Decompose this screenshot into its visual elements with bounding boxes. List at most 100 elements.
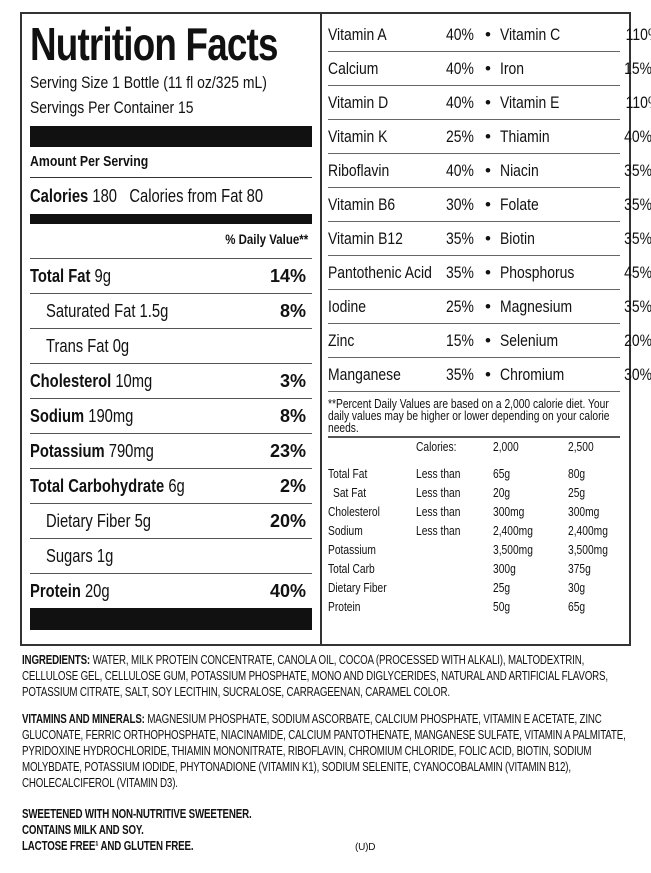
- dv-table-cell: 2,400mg: [493, 524, 533, 538]
- nutrient-name: Potassium: [30, 441, 105, 461]
- nutrient-amount: 10mg: [115, 371, 153, 391]
- nutrient-name: Total Fat: [30, 266, 91, 286]
- nutrition-title: Nutrition Facts: [30, 18, 278, 70]
- dv-table-cell: 50g: [493, 600, 511, 614]
- nutrient-percent: 8%: [279, 301, 306, 321]
- nutrient-name: Sodium: [30, 406, 85, 426]
- vitamin-row: Manganese 35% • Chromium 30%: [328, 358, 651, 392]
- nutrient-name: Trans Fat: [46, 336, 109, 356]
- vitamin-name: Riboflavin: [328, 161, 390, 180]
- dv-table-cell: 30g: [568, 581, 586, 595]
- vitamin-percent: 35%: [446, 229, 474, 248]
- vitamin-name: Vitamin C: [500, 25, 561, 44]
- thick-bar: [30, 608, 312, 630]
- divider: [30, 177, 312, 178]
- bullet-icon: •: [485, 161, 491, 180]
- dv-table-cell: Less than: [416, 505, 461, 519]
- vitamin-row: Calcium 40% • Iron 15%: [328, 52, 651, 86]
- nutrient-name: Sugars: [46, 546, 93, 566]
- nutrient-row: Total Carbohydrate 6g 2%: [30, 468, 312, 503]
- nutrient-name: Saturated Fat: [46, 301, 136, 321]
- dv-table-cell: 25g: [568, 486, 586, 500]
- nutrient-row: Saturated Fat 1.5g 8%: [30, 293, 312, 328]
- thick-bar: [30, 126, 312, 147]
- vitamin-row: Pantothenic Acid 35% • Phosphorus 45%: [328, 256, 651, 290]
- nutrient-amount: 0g: [112, 336, 130, 356]
- vitamin-name: Magnesium: [500, 297, 573, 316]
- nutrient-name: Total Carbohydrate: [30, 476, 165, 496]
- vitamin-percent: 40%: [446, 59, 474, 78]
- nutrient-percent: 20%: [269, 511, 306, 531]
- dv-table-cell: Less than: [416, 486, 461, 500]
- calories-row: Calories 180 Calories from Fat 80: [30, 186, 264, 206]
- nutrient-amount: 1.5g: [139, 301, 169, 321]
- nutrient-amount: 5g: [134, 511, 152, 531]
- vitamin-row: Vitamin B12 35% • Biotin 35%: [328, 222, 651, 256]
- nutrient-percent: 2%: [279, 476, 306, 496]
- vitamin-name: Vitamin K: [328, 127, 388, 146]
- nutrient-amount: 20g: [84, 581, 110, 601]
- dv-table-cell: 25g: [493, 581, 511, 595]
- vitamin-name: Manganese: [328, 365, 401, 384]
- serving-size: Serving Size 1 Bottle (11 fl oz/325 mL): [30, 73, 267, 92]
- dv-table-row: Potassium 3,500mg 3,500mg: [328, 541, 620, 560]
- vitamin-row: Vitamin B6 30% • Folate 35%: [328, 188, 651, 222]
- vitamin-name: Vitamin B6: [328, 195, 396, 214]
- nutrient-amount: 1g: [96, 546, 114, 566]
- nutrient-name: Protein: [30, 581, 81, 601]
- servings-per-container: Servings Per Container 15: [30, 98, 194, 117]
- vitamin-row: Iodine 25% • Magnesium 35%: [328, 290, 651, 324]
- vitamin-percent: 25%: [446, 127, 474, 146]
- vitamin-row: Vitamin K 25% • Thiamin 40%: [328, 120, 651, 154]
- dv-table-row: Total Fat Less than 65g 80g: [328, 465, 620, 484]
- nutrient-row: Cholesterol 10mg 3%: [30, 363, 312, 398]
- dv-table-cell: 65g: [493, 467, 511, 481]
- vitamin-name: Calcium: [328, 59, 379, 78]
- vitamin-percent: 35%: [446, 365, 474, 384]
- dv-table-cell: 300g: [493, 562, 516, 576]
- bullet-icon: •: [485, 229, 491, 248]
- dv-table-cell: Total Carb: [328, 562, 375, 576]
- dv-table-cell: Sat Fat: [333, 486, 367, 500]
- nutrient-amount: 190mg: [88, 406, 134, 426]
- vitamin-name: Phosphorus: [500, 263, 575, 282]
- vitamin-percent: 25%: [446, 297, 474, 316]
- vitamin-name: Iron: [500, 59, 525, 78]
- daily-value-footnote: **Percent Daily Values are based on a 2,…: [328, 392, 620, 438]
- vitamin-name: Folate: [500, 195, 539, 214]
- bullet-icon: •: [485, 297, 491, 316]
- ingredients: INGREDIENTS: WATER, MILK PROTEIN CONCENT…: [22, 653, 608, 699]
- vitamin-percent: 15%: [446, 331, 474, 350]
- nutrient-amount: 6g: [168, 476, 185, 496]
- bullet-icon: •: [485, 59, 491, 78]
- nutrient-percent: 40%: [269, 581, 306, 601]
- dv-table-header: Calories: 2,000 2,500: [328, 438, 620, 457]
- vitamin-name: Zinc: [328, 331, 355, 350]
- vitamin-name: Vitamin D: [328, 93, 389, 112]
- nutrient-list: Total Fat 9g 14% Saturated Fat 1.5g 8% Trans…: [30, 258, 312, 608]
- bullet-icon: •: [485, 331, 491, 350]
- dv-table-cell: 20g: [493, 486, 511, 500]
- dv-table-cell: Calories:: [416, 440, 457, 454]
- nutrient-percent: 3%: [279, 371, 306, 391]
- nutrient-row: Sugars 1g: [30, 538, 312, 573]
- vitamin-percent: 40%: [446, 161, 474, 180]
- vitamin-name: Vitamin E: [500, 93, 560, 112]
- dv-table-cell: 2,400mg: [568, 524, 608, 538]
- dv-table-cell: Total Fat: [328, 467, 368, 481]
- vitamin-row: Vitamin A 40% • Vitamin C 110%: [328, 18, 651, 52]
- nutrient-name: Dietary Fiber: [46, 511, 131, 531]
- vitamin-name: Thiamin: [500, 127, 550, 146]
- dv-table-row: Sodium Less than 2,400mg 2,400mg: [328, 522, 620, 541]
- dv-table-row: Protein 50g 65g: [328, 598, 620, 617]
- dv-table-cell: Protein: [328, 600, 361, 614]
- dv-table-row: Cholesterol Less than 300mg 300mg: [328, 503, 620, 522]
- nutrient-percent: 14%: [269, 266, 306, 286]
- column-divider: [320, 14, 322, 644]
- nutrient-amount: 9g: [94, 266, 111, 286]
- bullet-icon: •: [485, 365, 491, 384]
- dv-table-cell: 300mg: [493, 505, 525, 519]
- vitamin-row: Zinc 15% • Selenium 20%: [328, 324, 651, 358]
- bullet-icon: •: [485, 195, 491, 214]
- vitamin-name: Niacin: [500, 161, 539, 180]
